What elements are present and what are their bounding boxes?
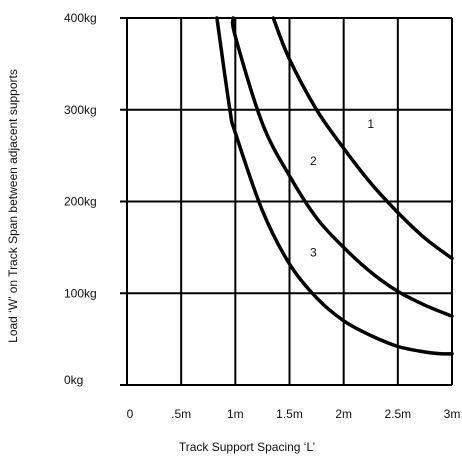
curve-label-2: 2: [310, 154, 317, 168]
x-tick-label: .5m: [171, 407, 191, 421]
x-tick-label: 3m: [444, 407, 461, 421]
x-tick-label: 1m: [227, 407, 244, 421]
curve-1: [271, 16, 454, 261]
x-axis-title: Track Support Spacing ‘L’: [179, 440, 315, 454]
x-tick-label: 2.5m: [384, 407, 411, 421]
curve-label-1: 1: [367, 117, 374, 131]
curve-2: [230, 16, 454, 318]
y-tick-label: 100kg: [64, 286, 97, 300]
grid: [120, 17, 453, 386]
curve-3: [215, 16, 454, 356]
y-tick-label: 300kg: [64, 103, 97, 117]
y-axis-title: Load ‘W’ on Track Span between adjacent …: [6, 69, 20, 343]
y-tick-label: 0kg: [64, 373, 83, 387]
y-tick-label: 200kg: [64, 195, 97, 209]
curves: [215, 16, 454, 356]
x-tick-label: 1.5m: [276, 407, 303, 421]
x-tick-label: 2m: [335, 407, 352, 421]
curve-label-3: 3: [310, 246, 317, 260]
x-tick-label: 0: [127, 407, 134, 421]
tick-labels: 0 .5m 1m 1.5m 2m 2.5m 3m 0kg 100kg 200kg 300kg 400k…: [64, 11, 460, 421]
curve-labels: 1 2 3: [310, 117, 374, 259]
y-tick-label: 400kg: [64, 11, 97, 25]
